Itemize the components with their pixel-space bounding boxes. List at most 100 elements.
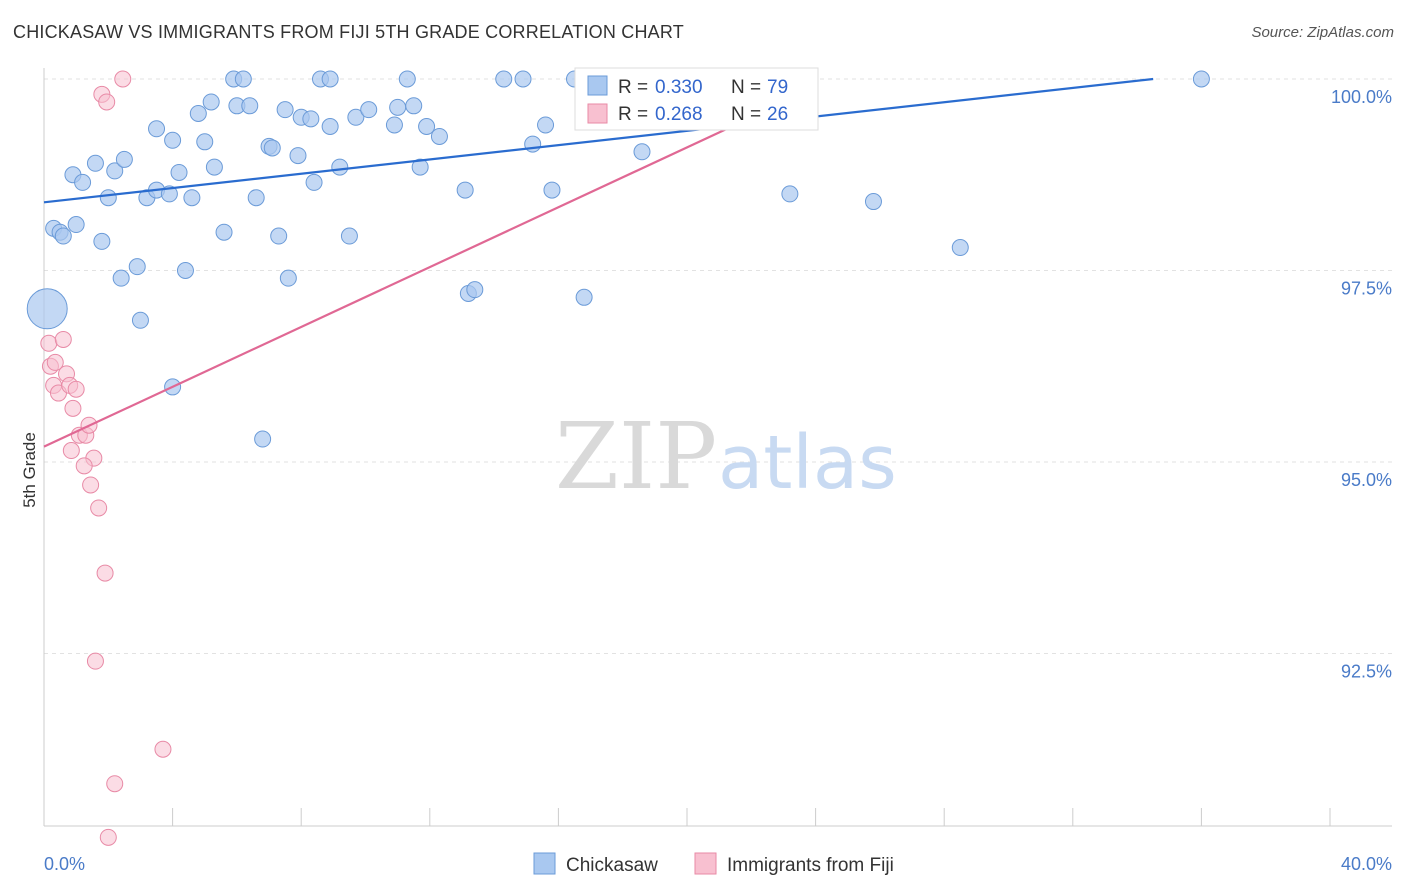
bottom-legend-swatch-chickasaw bbox=[533, 852, 556, 875]
chickasaw-point-52 bbox=[389, 98, 407, 116]
y-axis-label: 5th Grade bbox=[20, 432, 39, 508]
trend-lines bbox=[43, 77, 1154, 448]
fiji-point-17 bbox=[90, 499, 108, 517]
bottom-legend-swatch-fiji bbox=[694, 852, 717, 875]
watermark: ZIP atlas bbox=[555, 403, 897, 510]
chickasaw-point-61 bbox=[495, 70, 513, 88]
bottom-legend-chickasaw: Chickasaw bbox=[566, 855, 658, 876]
chickasaw-point-76 bbox=[951, 239, 969, 257]
chickasaw-point-42 bbox=[302, 110, 320, 128]
fiji-point-25 bbox=[75, 457, 93, 475]
fiji-point-24 bbox=[99, 828, 117, 846]
chickasaw-point-28 bbox=[215, 223, 233, 241]
chickasaw-point-75 bbox=[864, 193, 882, 211]
x-tick-label-1: 40.0% bbox=[1341, 854, 1392, 874]
chickasaw-point-57 bbox=[430, 127, 448, 145]
chickasaw-point-47 bbox=[331, 158, 349, 176]
legend-r-value-2: 0.268 bbox=[655, 104, 703, 125]
chickasaw-point-60 bbox=[466, 281, 484, 299]
chickasaw-point-14 bbox=[131, 311, 149, 329]
chickasaw-point-38 bbox=[276, 101, 294, 119]
chart-title: CHICKASAW VS IMMIGRANTS FROM FIJI 5TH GR… bbox=[13, 22, 684, 42]
y-tick-label-2: 95.0% bbox=[1341, 470, 1392, 490]
legend-n-value-1: 79 bbox=[767, 77, 788, 98]
fiji-point-8 bbox=[62, 442, 80, 460]
fiji-point-14 bbox=[82, 476, 100, 494]
legend-n-label-1: N = bbox=[731, 77, 761, 98]
chickasaw-point-45 bbox=[321, 70, 339, 88]
chickasaw-point-37 bbox=[270, 227, 288, 245]
chickasaw-point-48 bbox=[340, 227, 358, 245]
chickasaw-point-22 bbox=[176, 262, 194, 279]
chickasaw-point-5 bbox=[67, 216, 85, 234]
gridlines bbox=[44, 78, 1392, 654]
chickasaw-point-3 bbox=[54, 227, 72, 245]
chickasaw-point-74 bbox=[781, 185, 799, 203]
chickasaw-point-77 bbox=[1192, 70, 1210, 88]
y-tick-label-3: 92.5% bbox=[1341, 662, 1392, 682]
chickasaw-point-12 bbox=[115, 150, 133, 168]
fiji-point-5 bbox=[54, 330, 72, 348]
chickasaw-point-49 bbox=[347, 108, 365, 126]
chickasaw-point-11 bbox=[112, 269, 130, 287]
legend-swatch-fiji bbox=[587, 103, 608, 124]
chickasaw-point-6 bbox=[74, 173, 92, 191]
fiji-point-16 bbox=[86, 652, 104, 670]
chickasaw-point-62 bbox=[514, 70, 532, 88]
chickasaw-point-21 bbox=[170, 163, 188, 181]
data-points bbox=[26, 70, 1210, 846]
fiji-point-0 bbox=[40, 334, 58, 352]
watermark-atlas: atlas bbox=[718, 420, 897, 506]
chickasaw-point-58 bbox=[456, 181, 474, 199]
chickasaw-point-7 bbox=[86, 154, 104, 172]
bottom-legend: Chickasaw Immigrants from Fiji bbox=[533, 852, 894, 876]
tick-labels: 100.0% 97.5% 95.0% 92.5% 0.0% 40.0% bbox=[44, 87, 1392, 874]
chickasaw-point-46 bbox=[321, 117, 339, 135]
chickasaw-point-13 bbox=[128, 258, 146, 276]
chickasaw-point-0 bbox=[26, 288, 68, 330]
chickasaw-point-65 bbox=[543, 181, 561, 199]
legend-r-value-1: 0.330 bbox=[655, 77, 703, 98]
fiji-point-18 bbox=[96, 564, 114, 582]
chickasaw-point-17 bbox=[148, 120, 166, 138]
fiji-point-3 bbox=[46, 353, 64, 371]
chickasaw-point-67 bbox=[575, 288, 593, 306]
fiji-point-22 bbox=[114, 70, 132, 88]
chickasaw-point-64 bbox=[537, 116, 555, 134]
chickasaw-point-55 bbox=[411, 158, 429, 176]
chickasaw-point-70 bbox=[633, 143, 651, 161]
legend-swatch-chickasaw bbox=[587, 75, 608, 96]
axes bbox=[43, 68, 1392, 827]
chickasaw-point-10 bbox=[106, 162, 124, 180]
fiji-point-23 bbox=[154, 740, 172, 758]
watermark-zip: ZIP bbox=[555, 403, 717, 510]
chickasaw-point-8 bbox=[93, 232, 111, 250]
legend: R = 0.330 N = 79 R = 0.268 N = 26 bbox=[574, 67, 819, 131]
legend-frame bbox=[574, 67, 819, 131]
legend-r-label-2: R = bbox=[618, 104, 648, 125]
chickasaw-point-19 bbox=[164, 131, 182, 149]
legend-n-value-2: 26 bbox=[767, 104, 788, 125]
chickasaw-trend-line bbox=[43, 77, 1154, 204]
chickasaw-point-33 bbox=[247, 189, 265, 207]
chickasaw-point-31 bbox=[234, 70, 252, 88]
chickasaw-point-24 bbox=[189, 104, 207, 122]
y-tick-label-1: 97.5% bbox=[1341, 279, 1392, 299]
y-tick-label-0: 100.0% bbox=[1331, 87, 1392, 107]
chickasaw-point-23 bbox=[183, 189, 201, 207]
bottom-legend-fiji: Immigrants from Fiji bbox=[727, 855, 894, 876]
chickasaw-point-34 bbox=[254, 430, 272, 448]
chickasaw-point-43 bbox=[305, 173, 323, 191]
chickasaw-point-51 bbox=[385, 116, 403, 134]
fiji-trend-line bbox=[43, 123, 736, 448]
legend-r-label-1: R = bbox=[618, 77, 648, 98]
chickasaw-point-36 bbox=[263, 139, 281, 157]
chickasaw-point-27 bbox=[205, 158, 223, 176]
chickasaw-point-39 bbox=[279, 269, 297, 287]
legend-n-label-2: N = bbox=[731, 104, 761, 125]
fiji-point-10 bbox=[67, 380, 85, 398]
chickasaw-point-25 bbox=[196, 133, 214, 151]
chickasaw-point-50 bbox=[360, 101, 378, 119]
fiji-point-21 bbox=[106, 775, 124, 793]
chickasaw-point-9 bbox=[99, 189, 117, 207]
